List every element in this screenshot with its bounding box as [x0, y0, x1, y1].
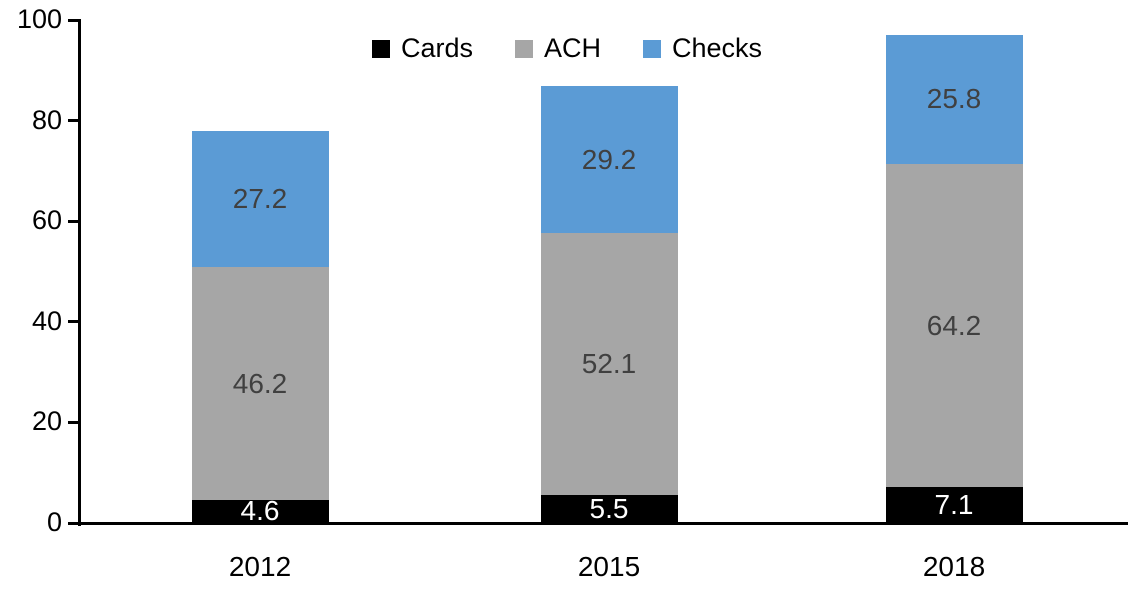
- bar-segment-cards-2012: 4.6: [191, 495, 329, 527]
- legend-swatch-cards: [371, 39, 390, 58]
- x-axis-label-2012: 2012: [228, 551, 292, 582]
- x-axis-label-2018: 2018: [922, 551, 986, 582]
- bar-segment-cards-2018: 7.1: [885, 487, 1023, 523]
- bar-value-label-ach-2012: 46.2: [232, 367, 288, 399]
- legend-swatch-ach: [514, 39, 533, 58]
- bar-segment-ach-2018: 64.2: [885, 164, 1023, 488]
- y-axis-tick-label: 40: [31, 305, 62, 336]
- legend-item-cards: Cards: [371, 33, 473, 64]
- y-axis-tick: [68, 320, 78, 324]
- y-axis-tick-label: 100: [16, 3, 62, 34]
- legend-item-checks: Checks: [643, 33, 762, 64]
- bar-segment-ach-2012: 46.2: [191, 267, 329, 500]
- legend-label-checks: Checks: [672, 33, 763, 63]
- x-axis-line: [78, 521, 1128, 525]
- y-axis-tick-label: 0: [46, 506, 62, 537]
- y-axis-tick: [68, 219, 78, 223]
- x-axis-label-2015: 2015: [577, 551, 641, 582]
- bar-value-label-checks-2015: 29.2: [581, 143, 637, 175]
- bar-segment-checks-2015: 29.2: [540, 86, 678, 234]
- bar-value-label-cards-2018: 7.1: [934, 489, 974, 521]
- legend: Cards ACH Checks: [0, 33, 1134, 64]
- y-axis-tick: [68, 18, 78, 22]
- legend-label-cards: Cards: [400, 33, 473, 63]
- y-axis-tick: [68, 521, 78, 525]
- y-axis-tick-label: 20: [31, 406, 62, 437]
- y-axis-line: [78, 18, 81, 526]
- y-axis-tick-label: 60: [31, 205, 62, 236]
- bar-segment-ach-2015: 52.1: [540, 233, 678, 496]
- bar-value-label-ach-2018: 64.2: [926, 309, 982, 341]
- legend-swatch-checks: [643, 39, 661, 58]
- bar-segment-checks-2018: 25.8: [885, 34, 1023, 165]
- legend-label-ach: ACH: [543, 33, 601, 63]
- bar-value-label-checks-2018: 25.8: [926, 83, 982, 115]
- bar-value-label-cards-2012: 4.6: [240, 495, 280, 527]
- bar-value-label-checks-2012: 27.2: [232, 183, 288, 215]
- bar-segment-checks-2012: 27.2: [191, 130, 329, 268]
- bar-value-label-ach-2015: 52.1: [581, 348, 637, 380]
- y-axis-tick-label: 80: [31, 104, 62, 135]
- y-axis-tick: [68, 420, 78, 424]
- bar-segment-cards-2015: 5.5: [540, 493, 678, 525]
- y-axis-tick: [68, 119, 78, 123]
- legend-item-ach: ACH: [514, 33, 601, 64]
- bar-value-label-cards-2015: 5.5: [589, 493, 629, 525]
